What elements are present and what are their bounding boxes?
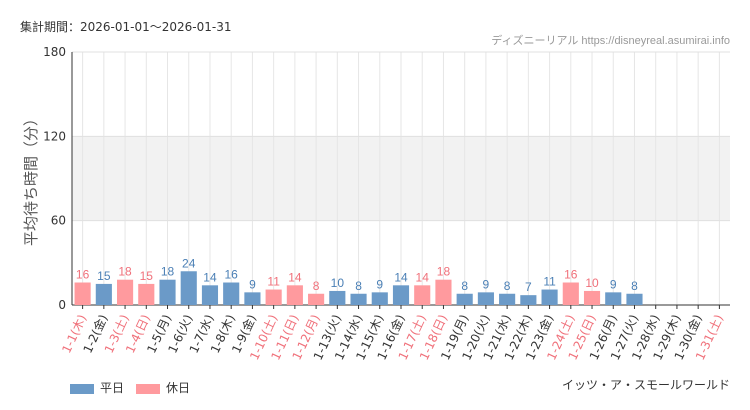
data-label: 9 [376,277,383,291]
y-tick-label: 0 [58,298,66,312]
data-label: 16 [225,268,239,282]
data-label: 15 [97,269,111,283]
data-label: 11 [543,275,556,289]
bar [159,279,176,305]
attraction-name: イッツ・ア・スモールワールド [561,378,730,392]
data-label: 8 [355,279,362,293]
data-label: 15 [140,269,154,283]
bar [605,292,622,305]
bar [477,292,494,305]
bar [562,282,579,305]
bar [265,289,282,305]
bar [350,293,367,305]
data-label: 18 [437,265,451,279]
data-label: 16 [564,268,578,282]
data-label: 24 [182,256,196,270]
bar [201,285,219,305]
bar [95,283,112,305]
legend: 平日 休日 [70,379,190,396]
data-label: 14 [394,270,408,284]
bar [583,290,601,305]
data-label: 14 [288,270,302,284]
data-label: 14 [416,270,430,284]
y-axis-label: 平均待ち時間（分） [22,111,40,246]
y-tick-label: 180 [43,45,66,59]
bar [414,285,431,305]
data-label: 8 [313,279,320,293]
bar [371,292,388,305]
data-label: 8 [504,279,511,293]
bar [138,283,155,305]
data-label: 10 [331,276,345,290]
bar [499,293,516,305]
data-label: 8 [631,279,638,293]
y-tick-label: 60 [51,214,66,228]
bar [435,279,452,305]
bar [626,293,643,305]
data-label: 14 [203,270,217,284]
bar [286,285,303,305]
legend-weekday: 平日 [70,379,124,396]
data-label: 16 [76,268,90,282]
data-label: 8 [461,279,468,293]
data-label: 9 [610,277,617,291]
bar [392,285,410,305]
bar [180,271,197,305]
data-label: 9 [483,277,490,291]
legend-holiday: 休日 [136,379,190,396]
source-label: ディズニーリアル https://disneyreal.asumirai.inf… [491,35,730,47]
bar [456,293,473,305]
bar [116,279,134,305]
data-label: 18 [118,265,132,279]
bar [541,289,558,305]
bar [520,295,537,305]
bar [329,290,346,305]
data-label: 10 [585,276,599,290]
bar [74,282,91,305]
data-label: 9 [249,277,256,291]
data-label: 7 [525,280,532,294]
bar [308,293,325,305]
bar [223,282,240,305]
data-label: 11 [267,275,280,289]
data-label: 18 [161,265,175,279]
y-tick-label: 120 [43,129,66,143]
bar [244,292,261,305]
period-label: 集計期間：2026-01-01～2026-01-31 [20,20,232,34]
